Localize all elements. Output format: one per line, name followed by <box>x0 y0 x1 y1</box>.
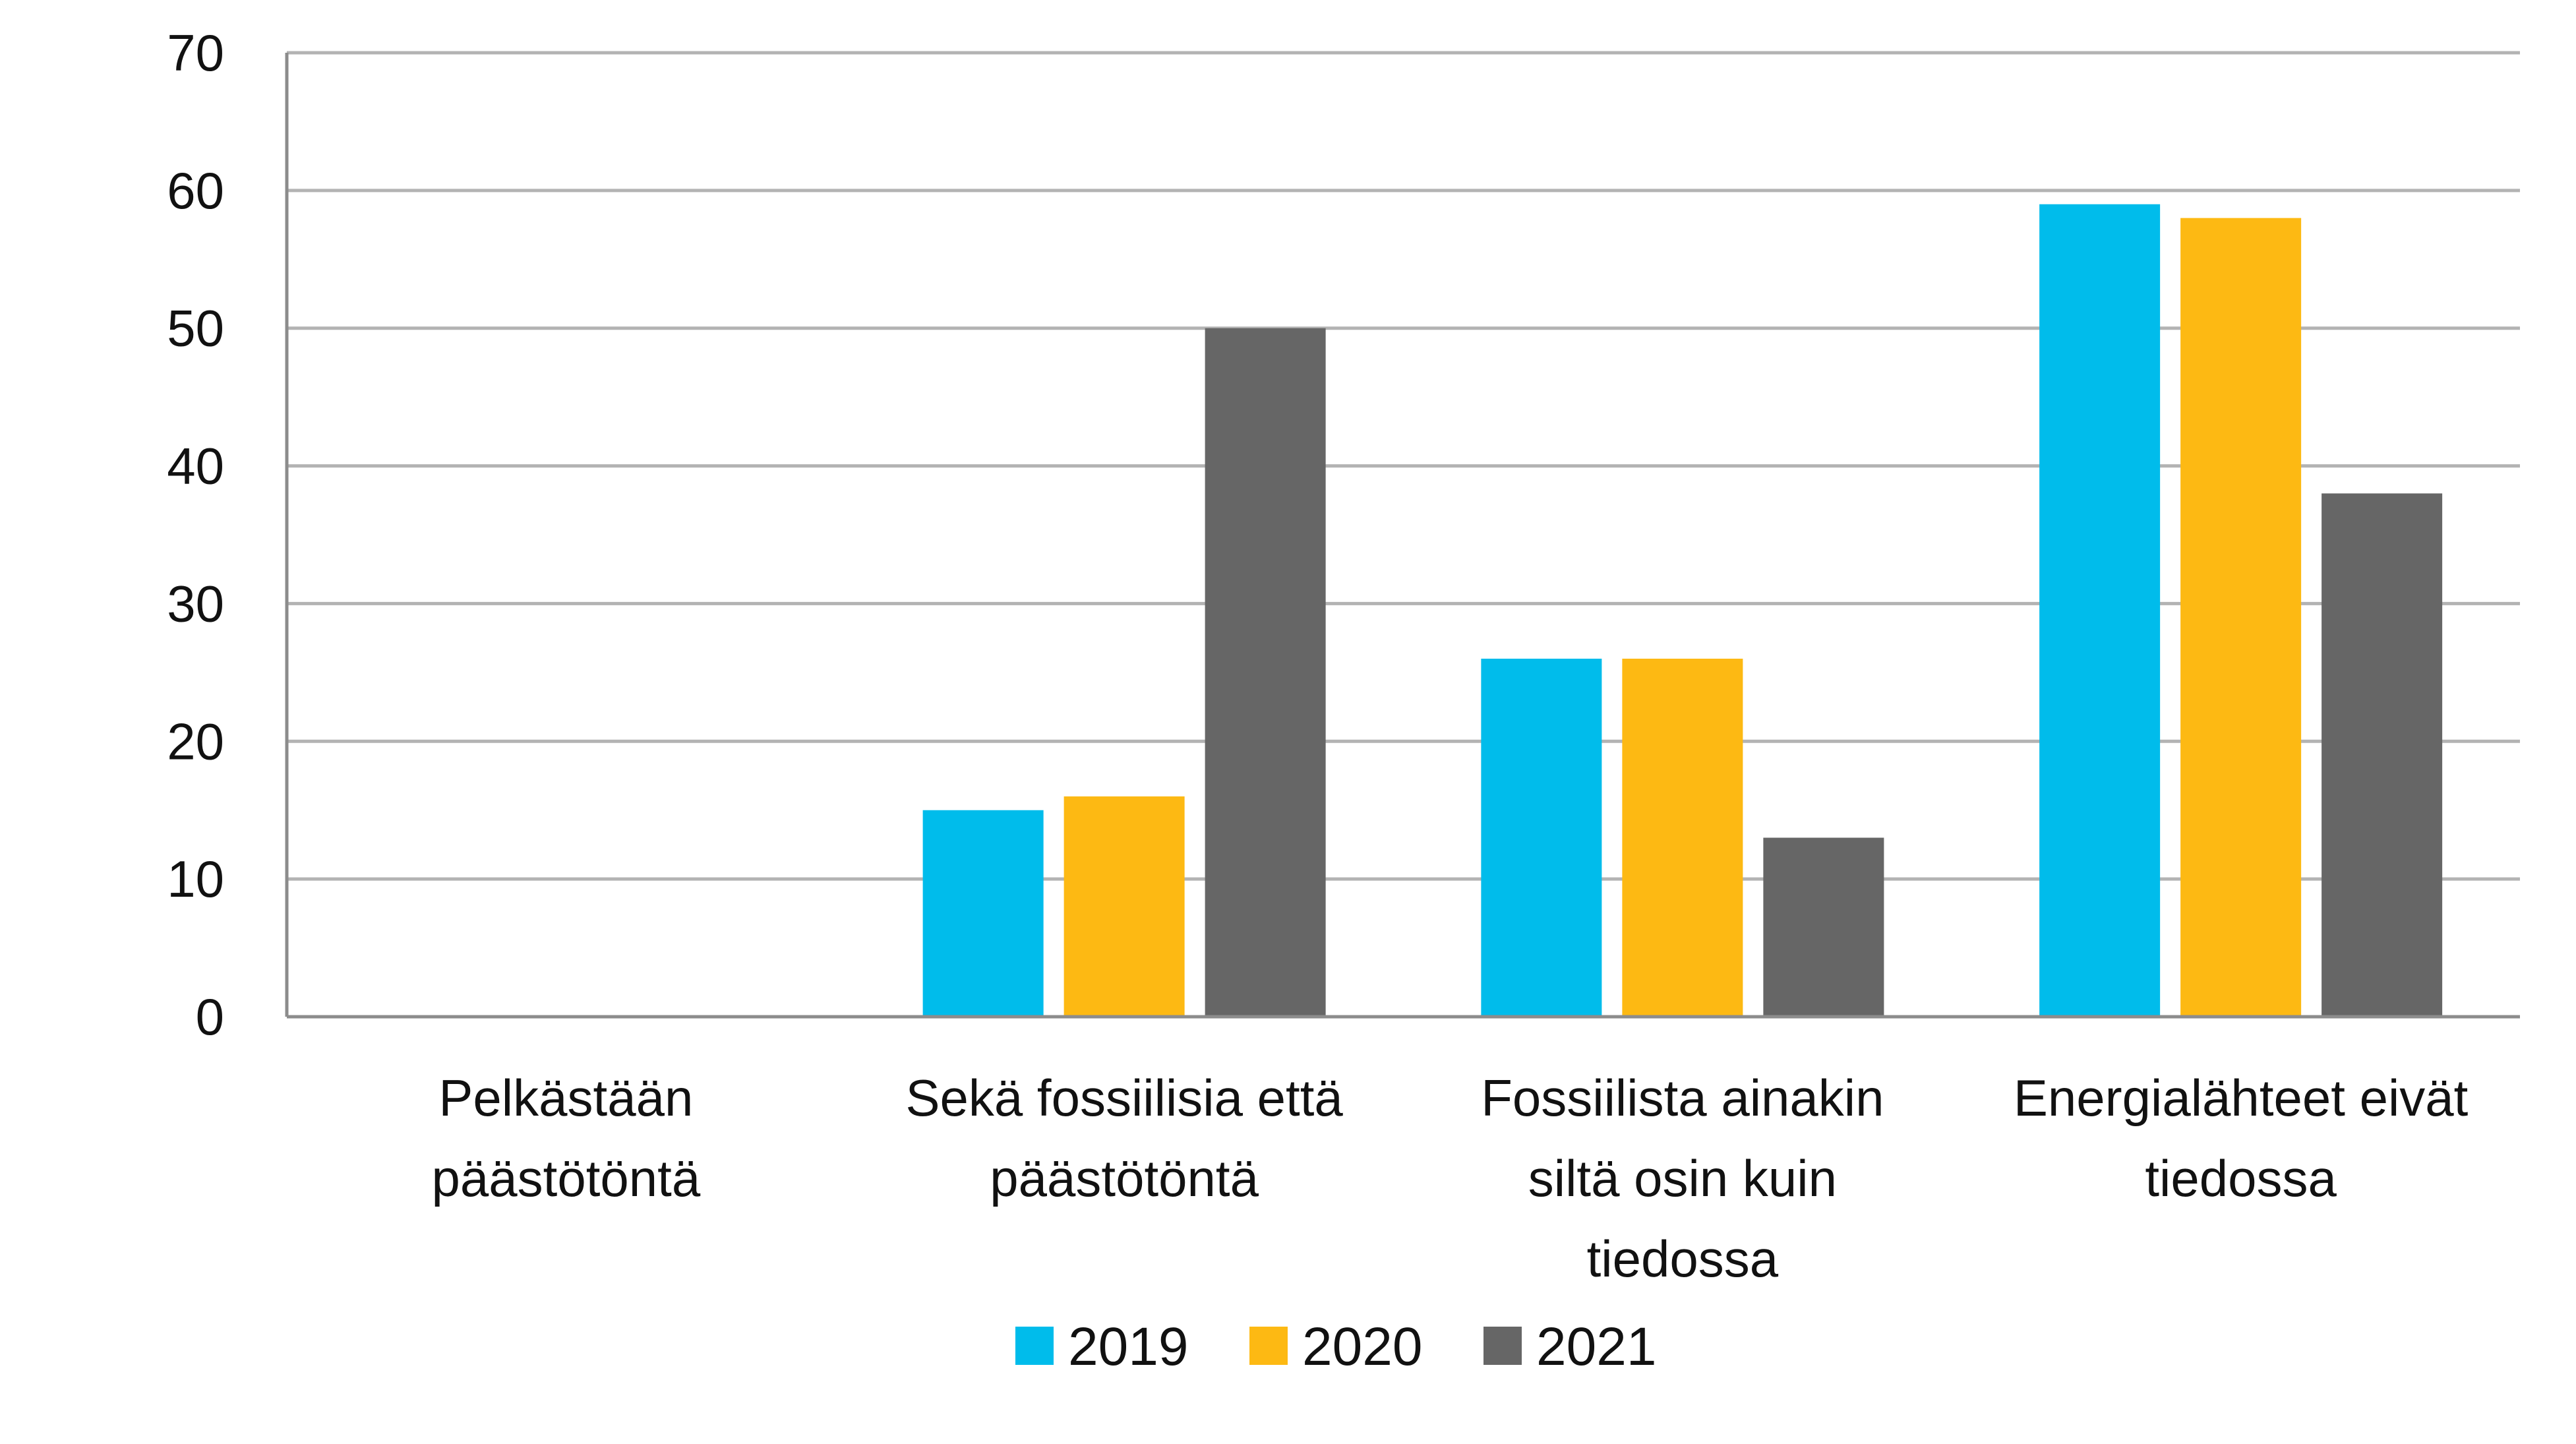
bar-2020-category-2 <box>1063 796 1185 1017</box>
bar-2021-category-4 <box>2321 493 2443 1017</box>
y-tick-label: 60 <box>167 162 224 220</box>
y-tick-label: 20 <box>167 712 224 770</box>
x-category-label: Fossiilista ainakin <box>1481 1069 1884 1127</box>
x-category-label: siltä osin kuin <box>1528 1149 1837 1207</box>
y-tick-label: 10 <box>167 850 224 908</box>
gridlines <box>287 51 2520 881</box>
y-tick-label: 70 <box>167 24 224 82</box>
y-tick-label: 0 <box>196 988 224 1046</box>
bars <box>922 204 2443 1017</box>
legend-swatch-2019 <box>1015 1327 1054 1365</box>
legend-label-2021: 2021 <box>1536 1317 1656 1377</box>
axes <box>285 53 2520 1019</box>
legend-label-2020: 2020 <box>1302 1317 1422 1377</box>
y-axis-tick-labels: 0 10 20 30 40 50 60 70 <box>167 24 224 1046</box>
x-category-label: tiedossa <box>2145 1149 2337 1207</box>
legend: 2019 2020 2021 <box>1015 1317 1656 1377</box>
x-category-label: päästötöntä <box>432 1149 701 1207</box>
y-tick-label: 50 <box>167 299 224 357</box>
bar-2019-category-2 <box>922 810 1044 1017</box>
bar-2021-category-3 <box>1763 837 1884 1017</box>
x-category-label: päästötöntä <box>990 1149 1259 1207</box>
y-tick-label: 40 <box>167 437 224 495</box>
x-category-label: Energialähteet eivät <box>2014 1069 2469 1127</box>
bar-2021-category-2 <box>1205 328 1326 1017</box>
bar-2020-category-4 <box>2180 218 2302 1017</box>
bar-2019-category-4 <box>2039 204 2161 1017</box>
x-category-label: tiedossa <box>1587 1230 1779 1288</box>
legend-label-2019: 2019 <box>1068 1317 1188 1377</box>
legend-swatch-2021 <box>1483 1327 1522 1365</box>
bar-2020-category-3 <box>1622 658 1743 1017</box>
bar-2019-category-3 <box>1481 658 1602 1017</box>
x-category-label: Pelkästään <box>438 1069 693 1127</box>
y-tick-label: 30 <box>167 574 224 632</box>
x-category-label: Sekä fossiilisia että <box>905 1069 1343 1127</box>
x-axis-category-labels: Pelkästään päästötöntä Sekä fossiilisia et… <box>432 1069 2469 1288</box>
legend-swatch-2020 <box>1249 1327 1288 1365</box>
